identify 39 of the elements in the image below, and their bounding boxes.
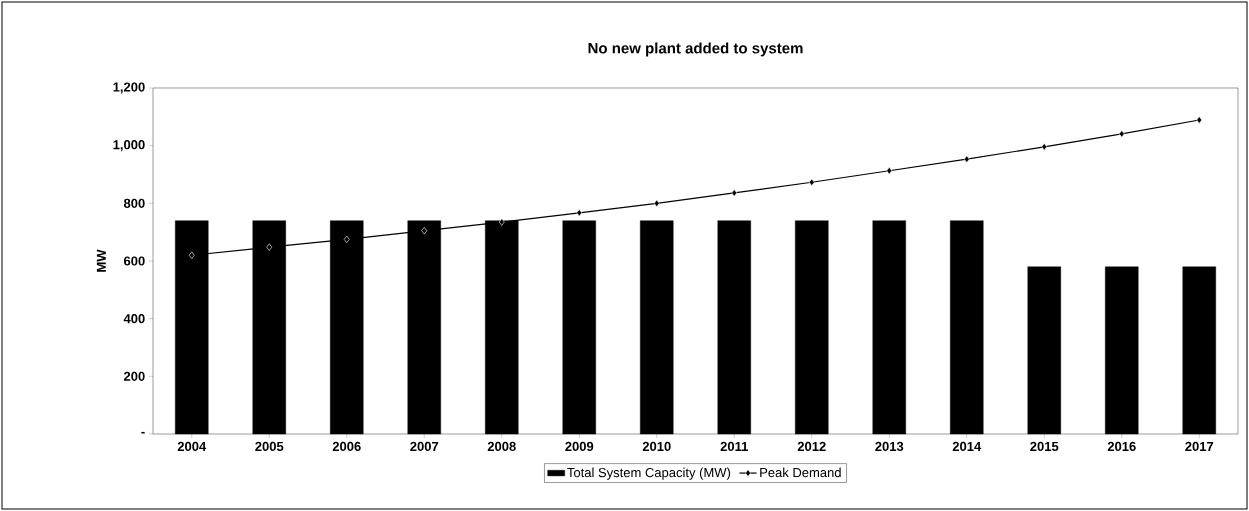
x-tick-label: 2016 — [1107, 441, 1136, 451]
y-tick-label: 1,000 — [113, 140, 145, 152]
x-tick-label: 2011 — [720, 441, 748, 451]
x-tick-label: 2009 — [565, 441, 594, 451]
x-tick-label: 2014 — [952, 441, 982, 451]
point — [498, 218, 505, 226]
x-tick-label: 2017 — [1185, 441, 1214, 451]
x-tick-label: 2006 — [332, 441, 361, 451]
y-tick-label: 800 — [123, 198, 145, 208]
point — [343, 235, 350, 244]
x-tick-label: 2005 — [255, 441, 284, 451]
point — [886, 167, 893, 175]
x-tick-label: 2004 — [177, 441, 207, 451]
point — [963, 155, 970, 163]
x-tick-label: 2013 — [875, 441, 904, 452]
y-tick-label: 200 — [123, 371, 145, 381]
point — [653, 199, 660, 208]
y-tick-label: 600 — [123, 256, 145, 266]
legend-label: Peak Demand — [760, 467, 841, 478]
x-tick-label: 2008 — [487, 441, 516, 451]
x-tick-label: 2007 — [410, 441, 439, 451]
x-tick-label: 2015 — [1030, 441, 1059, 451]
y-tick-label: 400 — [123, 314, 145, 324]
x-tick-label: 2010 — [642, 441, 671, 451]
point — [1118, 130, 1125, 138]
point — [1196, 116, 1203, 124]
x-tick-label: 2012 — [797, 441, 826, 451]
legend-label: Total System Capacity (MW) — [567, 467, 731, 480]
chart-title: No new plant added to system — [588, 42, 803, 57]
point — [421, 227, 428, 235]
point — [266, 243, 273, 251]
point — [188, 251, 195, 259]
point — [576, 209, 583, 217]
point — [1041, 143, 1048, 151]
y-tick-label: - — [141, 431, 145, 434]
point — [731, 189, 738, 197]
y-tick-label: 1,200 — [113, 82, 145, 94]
point — [808, 178, 815, 186]
y-axis-title: MW — [96, 249, 106, 272]
